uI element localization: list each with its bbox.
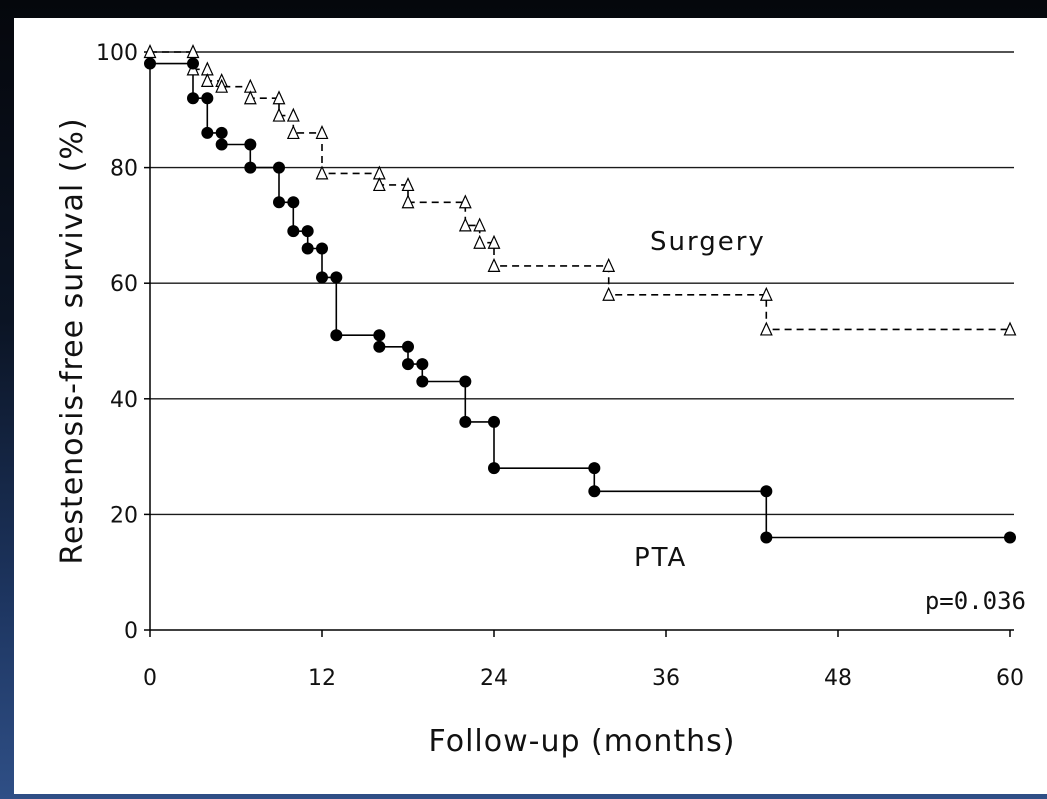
point-surgery (243, 90, 257, 105)
point-surgery (315, 124, 329, 140)
point-pta (215, 138, 228, 151)
point-surgery (458, 194, 472, 209)
point-surgery (401, 194, 415, 209)
point-pta (588, 462, 601, 475)
point-pta (402, 358, 414, 371)
point-pta (144, 57, 156, 70)
x-tick-label: 60 (996, 666, 1024, 691)
series-group (150, 51, 1010, 539)
p-value-annotation: p=0.036 (925, 587, 1026, 615)
point-surgery (602, 257, 616, 272)
point-pta (187, 57, 199, 70)
point-pta (416, 375, 429, 388)
x-tick-label: 12 (308, 666, 336, 691)
point-pta (187, 92, 199, 105)
y-tick-label: 40 (110, 388, 138, 413)
point-pta (488, 415, 500, 428)
point-surgery (487, 234, 501, 249)
point-pta (287, 196, 300, 209)
point-surgery (286, 107, 300, 122)
point-surgery (401, 176, 415, 192)
point-pta (316, 242, 328, 255)
point-pta (488, 462, 500, 475)
point-pta (416, 358, 429, 371)
point-pta (301, 242, 314, 255)
y-axis-title: Restenosis-free survival (%) (55, 117, 90, 564)
point-surgery (473, 217, 487, 232)
point-pta (760, 485, 773, 498)
point-pta (588, 485, 601, 498)
x-tick-label: 24 (480, 666, 508, 691)
x-axis-title: Follow-up (months) (429, 724, 736, 759)
point-pta (459, 375, 472, 388)
point-surgery (272, 90, 286, 105)
point-pta (1004, 531, 1016, 544)
point-pta (273, 161, 285, 174)
point-pta (373, 340, 386, 353)
point-pta (287, 225, 300, 238)
chart-panel: 0 20 40 60 80 100 0 12 24 36 48 60 Follow-up (month… (14, 18, 1047, 794)
point-pta (459, 415, 472, 428)
series-label-surgery: Surgery (650, 227, 766, 257)
point-pta (301, 225, 314, 238)
point-surgery (286, 124, 300, 140)
point-surgery (215, 78, 229, 93)
point-pta (201, 92, 214, 105)
y-tick-label: 60 (110, 272, 138, 297)
x-tick-label: 0 (143, 666, 157, 691)
point-surgery (186, 44, 200, 59)
axes (149, 52, 1014, 631)
point-pta (316, 271, 328, 284)
ticks: 0 20 40 60 80 100 0 12 24 36 48 60 (96, 41, 1024, 691)
point-pta (244, 161, 257, 174)
gridlines (150, 51, 1014, 516)
point-pta (273, 196, 285, 209)
y-tick-label: 0 (124, 619, 138, 644)
point-pta (330, 329, 343, 342)
point-surgery (143, 44, 157, 59)
point-surgery (272, 107, 286, 122)
point-pta (215, 126, 228, 139)
markers-group (143, 44, 1017, 544)
point-surgery (487, 257, 501, 272)
point-pta (373, 329, 386, 342)
point-pta (244, 138, 257, 151)
point-surgery (602, 286, 616, 301)
point-surgery (372, 176, 386, 192)
x-tick-label: 48 (824, 666, 852, 691)
point-surgery (1003, 321, 1017, 336)
point-surgery (458, 217, 472, 232)
point-pta (330, 271, 343, 284)
point-surgery (315, 165, 329, 180)
series-label-pta: PTA (634, 543, 687, 573)
y-tick-label: 20 (110, 503, 138, 528)
y-tick-label: 80 (110, 157, 138, 182)
point-surgery (200, 72, 214, 88)
y-tick-label: 100 (96, 41, 138, 66)
point-pta (760, 531, 773, 544)
point-pta (402, 340, 414, 353)
point-surgery (473, 234, 487, 249)
survival-chart: 0 20 40 60 80 100 0 12 24 36 48 60 Follow-up (month… (55, 41, 1026, 759)
series-line-pta (150, 62, 1010, 539)
point-surgery (759, 321, 773, 336)
x-tick-label: 36 (652, 666, 680, 691)
point-pta (201, 126, 214, 139)
point-surgery (759, 286, 773, 301)
